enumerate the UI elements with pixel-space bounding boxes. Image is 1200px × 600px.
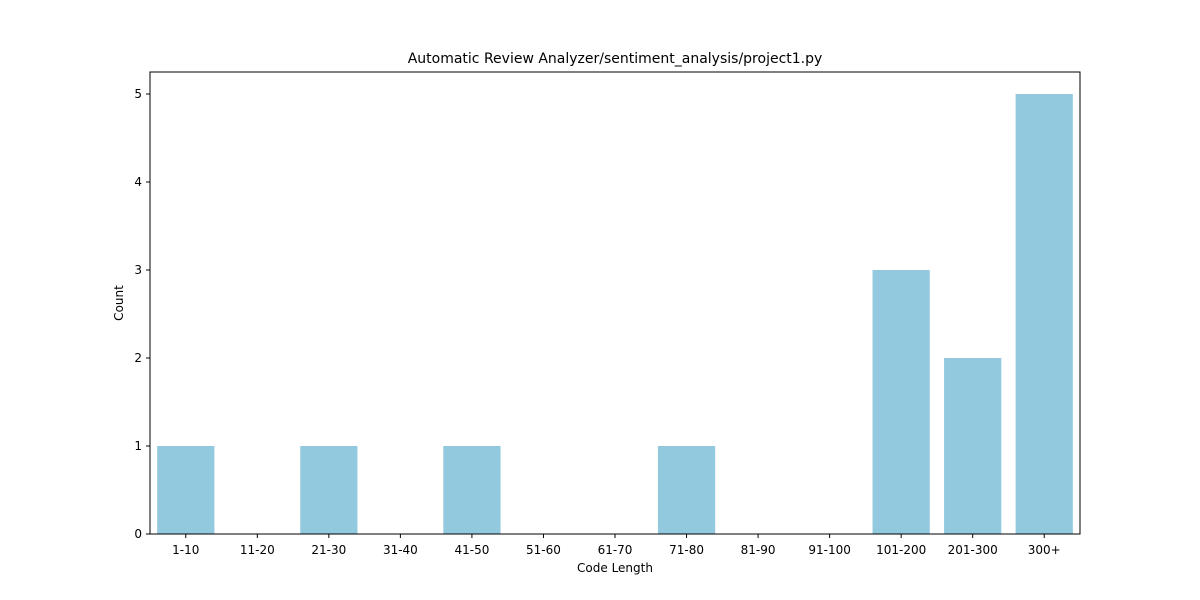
y-tick-label: 0 (134, 527, 142, 541)
y-axis: 0 1 2 3 4 5 (134, 87, 150, 541)
x-tick-label: 41-50 (454, 543, 489, 557)
bar-21-30 (300, 446, 358, 534)
x-tick-label: 31-40 (383, 543, 418, 557)
bars-group (157, 94, 1073, 534)
x-tick-label: 71-80 (669, 543, 704, 557)
x-tick-label: 21-30 (311, 543, 346, 557)
bar-1-10 (157, 446, 215, 534)
y-tick-label: 3 (134, 263, 142, 277)
x-tick-label: 91-100 (808, 543, 851, 557)
bar-101-200 (872, 270, 930, 534)
x-tick-label: 201-300 (948, 543, 998, 557)
y-tick-label: 5 (134, 87, 142, 101)
bar-300+ (1015, 94, 1073, 534)
bar-71-80 (657, 446, 716, 534)
x-tick-label: 101-200 (876, 543, 926, 557)
y-tick-label: 1 (134, 439, 142, 453)
x-tick-label: 81-90 (741, 543, 776, 557)
x-tick-label: 11-20 (240, 543, 275, 557)
bar-41-50 (443, 446, 501, 534)
y-axis-label: Count (112, 285, 126, 321)
x-axis-label: Code Length (577, 561, 653, 575)
y-tick-label: 2 (134, 351, 142, 365)
x-tick-label: 300+ (1028, 543, 1061, 557)
x-tick-label: 1-10 (172, 543, 199, 557)
bar-201-300 (944, 358, 1002, 534)
chart-title: Automatic Review Analyzer/sentiment_anal… (408, 51, 823, 67)
x-axis: 1-10 11-20 21-30 31-40 41-50 51-60 61-70 71-80 8… (172, 534, 1061, 557)
y-tick-label: 4 (134, 175, 142, 189)
plot-frame (149, 71, 1081, 535)
x-tick-label: 51-60 (526, 543, 561, 557)
x-tick-label: 61-70 (598, 543, 633, 557)
